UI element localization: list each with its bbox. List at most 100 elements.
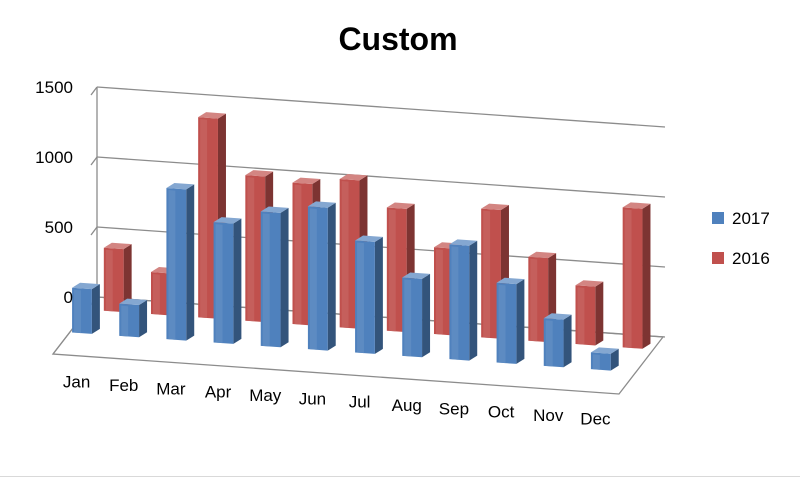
bar-side [280, 207, 289, 348]
bar-2017-sep [449, 239, 478, 361]
bar-highlight [577, 287, 585, 345]
bar-highlight [247, 177, 255, 322]
gridline-wall [90, 86, 98, 96]
bar-2017-apr [213, 217, 242, 344]
bar-top [307, 201, 336, 208]
chart-title: Custom [338, 21, 457, 57]
gridline-wall [90, 226, 98, 236]
x-tick-label: Aug [392, 396, 422, 415]
bar-highlight [309, 208, 317, 350]
y-axis-ticks: 0 500 1000 1500 [35, 78, 73, 307]
legend-label: 2017 [732, 209, 770, 228]
bar-top [245, 170, 274, 177]
bar-highlight [168, 189, 176, 340]
bar-side [610, 348, 619, 371]
bar-highlight [388, 209, 396, 332]
legend-item-2016: 2016 [712, 249, 770, 268]
bars [72, 112, 651, 371]
bar-2017-mar [166, 182, 195, 341]
bar-2017-may [260, 206, 289, 348]
bar-highlight [200, 119, 208, 319]
bar-2017-nov [543, 313, 572, 368]
x-tick-label: Jul [349, 393, 371, 412]
bar-2017-jun [307, 201, 336, 351]
bar-2017-dec [590, 347, 619, 371]
bar-2017-jan [72, 282, 100, 334]
bar-highlight [530, 258, 538, 342]
bar-highlight [152, 274, 160, 315]
y-tick-label: 0 [64, 288, 73, 307]
x-tick-label: Jan [63, 373, 90, 392]
bar-2017-feb [119, 298, 148, 338]
bar-2017-aug [402, 272, 431, 358]
x-tick-label: Dec [580, 409, 611, 428]
bar-side [422, 273, 431, 358]
bar-highlight [262, 213, 270, 347]
bar-2017-oct [496, 277, 525, 364]
bar-highlight [451, 246, 459, 360]
x-axis-labels: Jan Feb Mar Apr May Jun Jul Aug Sep Oct Nov Dec [63, 373, 611, 429]
bar-side [233, 218, 242, 344]
bar-highlight [74, 289, 81, 334]
bar-top [198, 112, 226, 119]
bar-side [186, 184, 195, 341]
x-tick-label: Apr [205, 383, 232, 402]
bar-top [590, 347, 619, 354]
bar-top [119, 298, 148, 306]
legend-swatch [712, 252, 724, 264]
x-tick-label: May [249, 386, 282, 405]
bar-side [595, 281, 604, 346]
bar-top [543, 313, 572, 320]
bottom-border [0, 476, 800, 477]
bar-side [642, 203, 651, 349]
gridline [96, 86, 666, 128]
x-tick-label: Sep [439, 399, 469, 418]
bar-highlight [215, 224, 223, 344]
bar-2017-jul [355, 235, 383, 354]
bar-highlight [294, 184, 302, 325]
x-tick-label: Oct [488, 403, 515, 422]
x-tick-label: Nov [533, 406, 564, 425]
y-tick-label: 1500 [35, 78, 73, 97]
legend-item-2017: 2017 [712, 209, 770, 228]
bar-highlight [545, 320, 553, 367]
bar-top [355, 235, 383, 242]
bar-2016-jan [103, 242, 132, 313]
bar-side [139, 300, 148, 338]
bar-top [213, 217, 242, 224]
bar-side [469, 240, 478, 361]
bar-top [72, 282, 100, 290]
x-tick-label: Feb [109, 376, 138, 395]
bar-highlight [435, 249, 443, 335]
bar-highlight [105, 249, 113, 312]
bar-side [563, 314, 572, 368]
bar-top [449, 239, 478, 246]
bar-highlight [121, 305, 129, 337]
bar-2016-nov [575, 280, 604, 346]
bar-side [91, 284, 100, 334]
y-tick-label: 1000 [35, 148, 73, 167]
bar-top [386, 202, 415, 209]
bar-top [103, 242, 132, 250]
gridline-wall [90, 156, 98, 166]
bar-highlight [404, 279, 412, 357]
bar-2016-dec [622, 202, 651, 349]
legend: 2017 2016 [712, 209, 770, 268]
bar-highlight [498, 284, 506, 364]
x-tick-label: Jun [299, 389, 326, 408]
bar-top [166, 182, 195, 190]
x-tick-label: Mar [156, 379, 186, 398]
legend-label: 2016 [732, 249, 770, 268]
y-tick-label: 500 [45, 218, 73, 237]
bar-2016-mar [198, 112, 226, 319]
bar-highlight [483, 210, 491, 339]
bar-top [260, 206, 289, 213]
gridline [96, 156, 666, 198]
bar-top [622, 202, 651, 209]
legend-swatch [712, 212, 724, 224]
bar-side [516, 279, 525, 364]
bar-top [292, 177, 321, 185]
bar-top [339, 173, 368, 181]
